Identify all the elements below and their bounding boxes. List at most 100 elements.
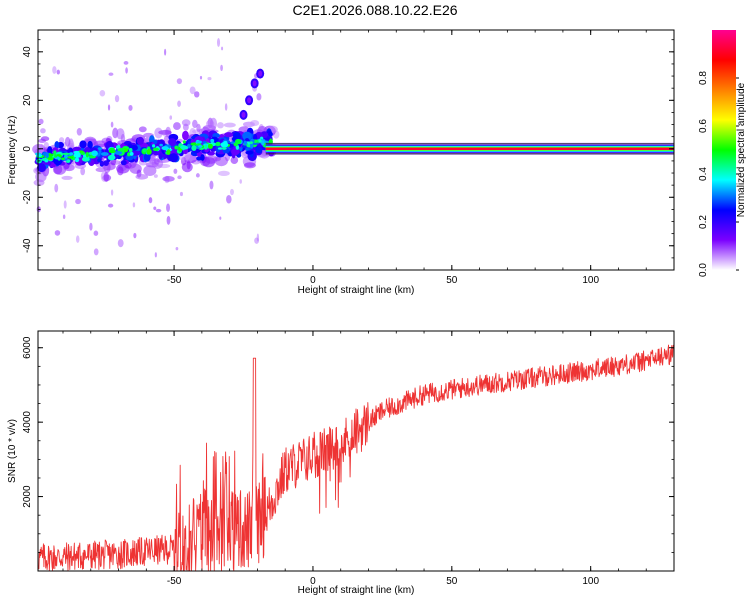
spectral-outlier [123, 61, 129, 65]
spectral-outlier [155, 208, 162, 213]
colorbar: 0.0 0.2 0.4 0.6 0.8 Normalized spectral ampl… [698, 30, 747, 277]
spectral-outlier [219, 216, 222, 220]
spectral-outlier [209, 180, 214, 190]
spectral-core [207, 143, 213, 149]
spectral-blob [250, 119, 260, 127]
spectral-outlier [63, 200, 67, 209]
spectral-core [107, 154, 116, 161]
spectral-blob [54, 141, 60, 149]
spectral-blob [136, 136, 144, 145]
colorbar-ticks: 0.0 0.2 0.4 0.6 0.8 [698, 71, 739, 277]
spectral-blob [182, 130, 189, 141]
spectral-core [73, 150, 80, 154]
spectral-outlier [154, 252, 157, 258]
spectral-outlier [52, 66, 57, 74]
y-tick-label: -20 [22, 190, 33, 205]
spectral-outlier [132, 202, 136, 208]
spectral-blob [255, 146, 263, 154]
spectral-blob [143, 152, 151, 162]
spectral-outlier [54, 230, 61, 236]
spectral-core [220, 141, 229, 148]
spectral-core [45, 153, 49, 159]
streak-core [252, 80, 257, 87]
spectral-core [166, 149, 171, 156]
spectral-outlier [199, 75, 203, 80]
spectral-core [180, 145, 188, 150]
spectral-outlier [107, 104, 111, 111]
spectral-outlier [58, 137, 65, 144]
colorbar-tick-label: 0.0 [698, 263, 709, 277]
spectral-outlier [207, 76, 212, 81]
snr-axes: -50 0 50 100 2000 4000 6000 [22, 331, 675, 587]
spectral-core [233, 142, 239, 147]
spectral-core [261, 140, 265, 146]
spectrogram-x-axis-label: Height of straight line (km) [298, 285, 415, 296]
spectral-core [85, 151, 89, 158]
spectral-outlier [194, 91, 200, 98]
spectral-core [62, 152, 71, 156]
spectral-core [152, 144, 156, 148]
spectral-blob [268, 131, 273, 137]
colorbar-gradient [712, 30, 736, 270]
spectral-core [146, 148, 152, 155]
spectral-outlier [54, 183, 59, 193]
spectral-core [182, 140, 186, 144]
colorbar-tick-label: 0.4 [698, 167, 709, 181]
spectral-blob [151, 158, 164, 169]
spectral-blob [40, 128, 46, 134]
colorbar-tick-label: 0.6 [698, 119, 709, 133]
spectral-blob [37, 163, 47, 173]
streak-core [247, 97, 252, 104]
spectral-blob [138, 126, 147, 133]
spectral-blob [76, 128, 82, 136]
x-tick-label: 100 [582, 275, 599, 286]
spectral-blob [173, 122, 181, 131]
spectral-outlier [208, 155, 214, 159]
x-tick-label: -50 [167, 576, 182, 587]
spectral-outlier [128, 104, 133, 111]
y-tick-label: 4000 [22, 411, 33, 434]
snr-series-line [37, 343, 675, 571]
spectral-blob [200, 154, 205, 161]
spectral-blob [242, 131, 252, 141]
spectral-outlier [173, 168, 178, 174]
spectral-core [67, 156, 74, 159]
y-tick-label: -40 [22, 238, 33, 253]
spectral-core [44, 159, 49, 163]
snr-y-axis-label: SNR (10 * v/v) [7, 419, 18, 483]
y-tick-label: 6000 [22, 336, 33, 359]
spectral-outlier [93, 230, 99, 236]
spectral-outlier [221, 46, 224, 51]
spectral-outlier [169, 115, 173, 120]
spectral-blob [38, 138, 46, 144]
spectral-blob [214, 155, 228, 167]
spectral-blob [162, 175, 175, 182]
spectral-blob [230, 156, 239, 164]
spectral-blob [216, 122, 224, 129]
spectral-core [97, 147, 103, 150]
spectral-outlier [256, 93, 262, 101]
spectral-blob [117, 166, 124, 176]
spectral-blob [158, 130, 172, 135]
spectral-blob [196, 123, 201, 133]
spectral-blob [78, 156, 83, 164]
spectral-core [60, 157, 65, 161]
spectral-outlier [125, 67, 128, 74]
spectral-core [142, 148, 148, 153]
colorbar-tick-label: 0.8 [698, 71, 709, 85]
spectral-outlier [89, 222, 93, 231]
spectral-outlier [110, 121, 114, 128]
spectral-outlier [99, 90, 106, 97]
spectral-outlier [177, 100, 181, 107]
spectral-core [268, 139, 273, 145]
spectral-blob [80, 167, 86, 176]
spectral-outlier [148, 197, 153, 204]
spectral-core [210, 138, 215, 143]
spectral-core [64, 153, 68, 160]
spectral-outlier [192, 119, 198, 129]
x-tick-label: -50 [167, 275, 182, 286]
spectral-core [198, 145, 203, 148]
spectral-outlier [239, 179, 242, 184]
spectral-blob [125, 154, 134, 161]
spectral-blob [168, 138, 177, 147]
